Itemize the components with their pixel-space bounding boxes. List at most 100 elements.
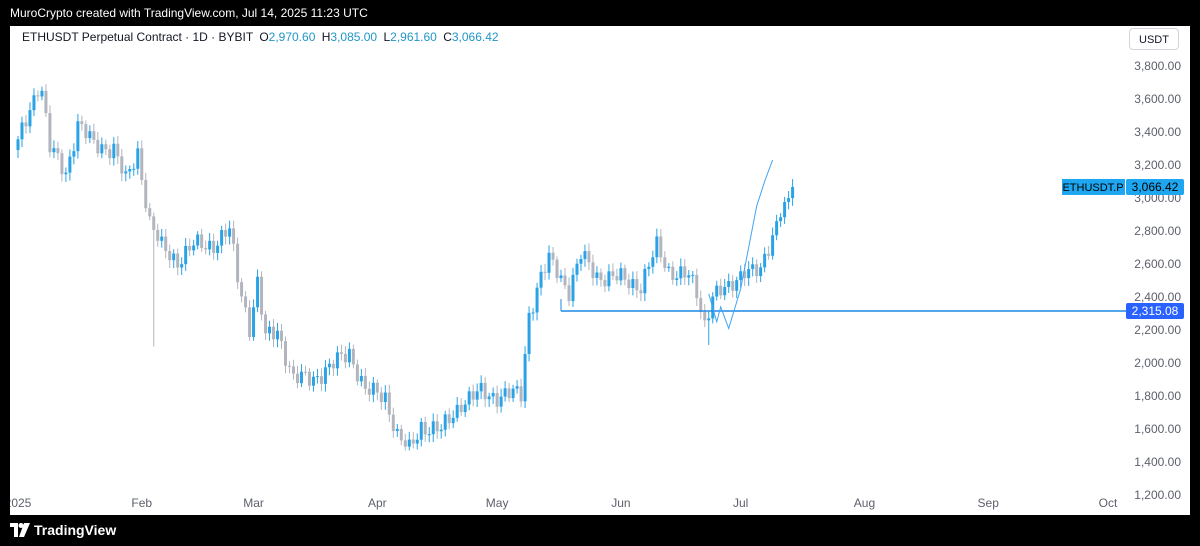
- candle-body: [751, 264, 755, 270]
- candle-body: [683, 266, 687, 278]
- candle-body: [104, 144, 108, 150]
- candle-body: [787, 198, 791, 203]
- candle-body: [152, 216, 156, 230]
- ohlc-low: L2,961.60: [383, 30, 436, 44]
- candle-body: [439, 429, 443, 432]
- currency-unit-button[interactable]: USDT: [1129, 28, 1179, 50]
- candle-body: [539, 271, 543, 288]
- x-tick-label: May: [486, 496, 509, 510]
- candle-body: [587, 251, 591, 263]
- ohlc-close-key: C: [443, 30, 452, 44]
- y-tick-label: 2,000.00: [1134, 356, 1181, 370]
- y-tick-label: 3,400.00: [1134, 125, 1181, 139]
- candle-body: [543, 271, 547, 273]
- candle-body: [176, 253, 180, 268]
- ohlc-high: H3,085.00: [322, 30, 377, 44]
- candle-body: [627, 279, 631, 289]
- candle-body: [383, 392, 387, 402]
- candle-body: [268, 326, 272, 334]
- candle-body: [148, 208, 152, 217]
- ohlc-low-value: 2,961.60: [390, 30, 437, 44]
- support-price-label: 2,315.08: [1132, 304, 1179, 318]
- candle-body: [755, 264, 759, 277]
- candle-body: [483, 382, 487, 400]
- candle-body: [743, 271, 747, 279]
- candle-body: [547, 252, 551, 273]
- candle-body: [479, 382, 483, 392]
- candle-body: [739, 271, 743, 281]
- candle-body: [639, 290, 643, 294]
- candle-body: [228, 228, 232, 237]
- candle-body: [471, 391, 475, 400]
- candle-body: [399, 428, 403, 441]
- candle-body: [487, 396, 491, 400]
- candle-body: [156, 229, 160, 241]
- candle-body: [567, 285, 571, 302]
- candle-body: [759, 267, 763, 277]
- candle-body: [571, 274, 575, 302]
- y-tick-label: 1,800.00: [1134, 389, 1181, 403]
- candle-body: [280, 330, 284, 342]
- projection-line: [708, 159, 774, 330]
- candle-body: [395, 428, 399, 432]
- candle-body: [731, 281, 735, 291]
- candle-body: [435, 421, 439, 432]
- candle-body: [763, 253, 767, 268]
- candle-body: [124, 171, 128, 174]
- x-tick-label: 2025: [10, 496, 32, 510]
- candle-body: [527, 312, 531, 355]
- chart-panel[interactable]: ETHUSDT Perpetual Contract · 1D · BYBIT …: [10, 26, 1190, 515]
- candle-body: [391, 414, 395, 432]
- candle-body: [60, 153, 64, 175]
- tradingview-brand: TradingView: [34, 522, 117, 538]
- candle-body: [419, 421, 423, 440]
- symbol-description[interactable]: ETHUSDT Perpetual Contract · 1D · BYBIT: [22, 30, 253, 44]
- candle-body: [36, 95, 40, 97]
- candle-body: [40, 90, 44, 97]
- price-chart[interactable]: 1,200.00 1,400.00 1,600.00 1,800.00 2,000.00…: [10, 26, 1190, 515]
- candle-body: [771, 235, 775, 256]
- candle-body: [375, 382, 379, 393]
- candle-body: [591, 262, 595, 278]
- candle-body: [80, 121, 84, 125]
- candle-body: [244, 296, 248, 308]
- y-tick-label: 3,200.00: [1134, 158, 1181, 172]
- candle-body: [291, 366, 295, 374]
- candle-body: [699, 298, 703, 312]
- candle-body: [535, 287, 539, 313]
- candle-body: [84, 124, 88, 139]
- candle-body: [116, 143, 120, 157]
- candle-body: [48, 113, 52, 153]
- candle-body: [679, 266, 683, 279]
- candle-body: [56, 148, 60, 154]
- candle-body: [323, 367, 327, 384]
- candle-body: [72, 151, 76, 157]
- candle-body: [403, 440, 407, 447]
- candle-body: [200, 234, 204, 248]
- ohlc-high-value: 3,085.00: [330, 30, 378, 44]
- candle-body: [783, 202, 787, 218]
- candle-body: [455, 404, 459, 418]
- x-tick-label: Oct: [1099, 496, 1118, 510]
- candle-body: [120, 156, 124, 174]
- candle-body: [351, 348, 355, 365]
- candle-body: [555, 259, 559, 279]
- candle-body: [475, 391, 479, 400]
- candle-body: [307, 371, 311, 386]
- ohlc-high-key: H: [321, 30, 331, 44]
- candle-body: [272, 326, 276, 340]
- candle-body: [204, 247, 208, 250]
- candle-body: [108, 149, 112, 159]
- candle-body: [220, 230, 224, 246]
- candle-body: [707, 318, 711, 321]
- candle-body: [595, 272, 599, 278]
- candle-body: [16, 139, 20, 151]
- candle-body: [695, 274, 699, 299]
- ohlc-open-value: 2,970.60: [268, 30, 316, 44]
- y-tick-label: 3,600.00: [1134, 92, 1181, 106]
- candle-body: [295, 373, 299, 384]
- candle-body: [164, 236, 168, 252]
- candle-body: [347, 348, 351, 363]
- candle-body: [559, 275, 563, 279]
- candle-body: [499, 396, 503, 407]
